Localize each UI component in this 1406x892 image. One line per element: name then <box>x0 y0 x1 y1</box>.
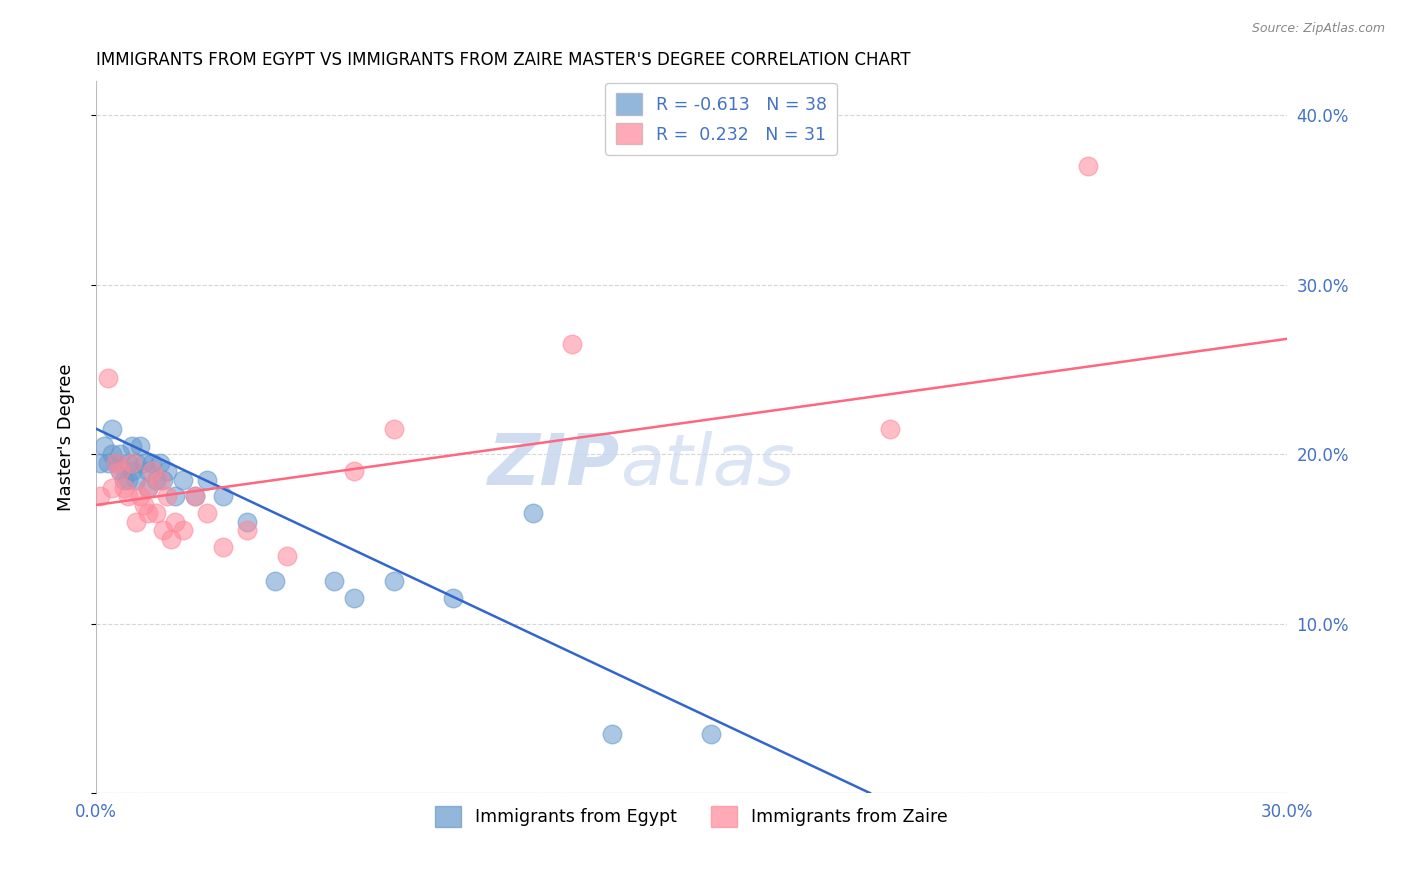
Point <box>212 490 235 504</box>
Point <box>121 464 143 478</box>
Text: atlas: atlas <box>620 431 794 500</box>
Point <box>117 490 139 504</box>
Point <box>112 473 135 487</box>
Text: ZIP: ZIP <box>488 431 620 500</box>
Point <box>132 498 155 512</box>
Point <box>136 464 159 478</box>
Point <box>263 574 285 589</box>
Point <box>108 447 131 461</box>
Point <box>236 524 259 538</box>
Point <box>1077 159 1099 173</box>
Point <box>152 473 174 487</box>
Point <box>104 456 127 470</box>
Point <box>89 490 111 504</box>
Point <box>93 439 115 453</box>
Point <box>343 591 366 606</box>
Point <box>141 456 163 470</box>
Point <box>132 456 155 470</box>
Point <box>97 371 120 385</box>
Point <box>184 490 207 504</box>
Point <box>145 507 167 521</box>
Point <box>165 490 187 504</box>
Point <box>101 447 124 461</box>
Point <box>121 439 143 453</box>
Y-axis label: Master's Degree: Master's Degree <box>58 363 75 511</box>
Point <box>148 473 170 487</box>
Text: IMMIGRANTS FROM EGYPT VS IMMIGRANTS FROM ZAIRE MASTER'S DEGREE CORRELATION CHART: IMMIGRANTS FROM EGYPT VS IMMIGRANTS FROM… <box>96 51 911 69</box>
Point <box>236 515 259 529</box>
Point <box>600 727 623 741</box>
Point <box>172 473 194 487</box>
Text: Source: ZipAtlas.com: Source: ZipAtlas.com <box>1251 22 1385 36</box>
Point <box>561 337 583 351</box>
Point <box>117 456 139 470</box>
Point <box>125 515 148 529</box>
Point <box>97 456 120 470</box>
Legend: Immigrants from Egypt, Immigrants from Zaire: Immigrants from Egypt, Immigrants from Z… <box>427 799 955 834</box>
Point <box>125 456 148 470</box>
Point <box>323 574 346 589</box>
Point <box>522 507 544 521</box>
Point <box>112 481 135 495</box>
Point <box>156 464 179 478</box>
Point <box>101 481 124 495</box>
Point <box>165 515 187 529</box>
Point <box>441 591 464 606</box>
Point <box>700 727 723 741</box>
Point <box>152 524 174 538</box>
Point <box>108 464 131 478</box>
Point <box>136 481 159 495</box>
Point <box>128 439 150 453</box>
Point <box>145 473 167 487</box>
Point <box>121 456 143 470</box>
Point <box>148 456 170 470</box>
Point <box>89 456 111 470</box>
Point <box>382 574 405 589</box>
Point <box>212 541 235 555</box>
Point <box>101 422 124 436</box>
Point <box>125 473 148 487</box>
Point <box>172 524 194 538</box>
Point <box>141 464 163 478</box>
Point <box>879 422 901 436</box>
Point <box>184 490 207 504</box>
Point <box>136 507 159 521</box>
Point <box>108 464 131 478</box>
Point <box>276 549 298 563</box>
Point <box>195 473 218 487</box>
Point <box>382 422 405 436</box>
Point <box>136 481 159 495</box>
Point <box>156 490 179 504</box>
Point <box>117 473 139 487</box>
Point <box>343 464 366 478</box>
Point <box>104 456 127 470</box>
Point <box>160 532 183 546</box>
Point <box>128 490 150 504</box>
Point <box>195 507 218 521</box>
